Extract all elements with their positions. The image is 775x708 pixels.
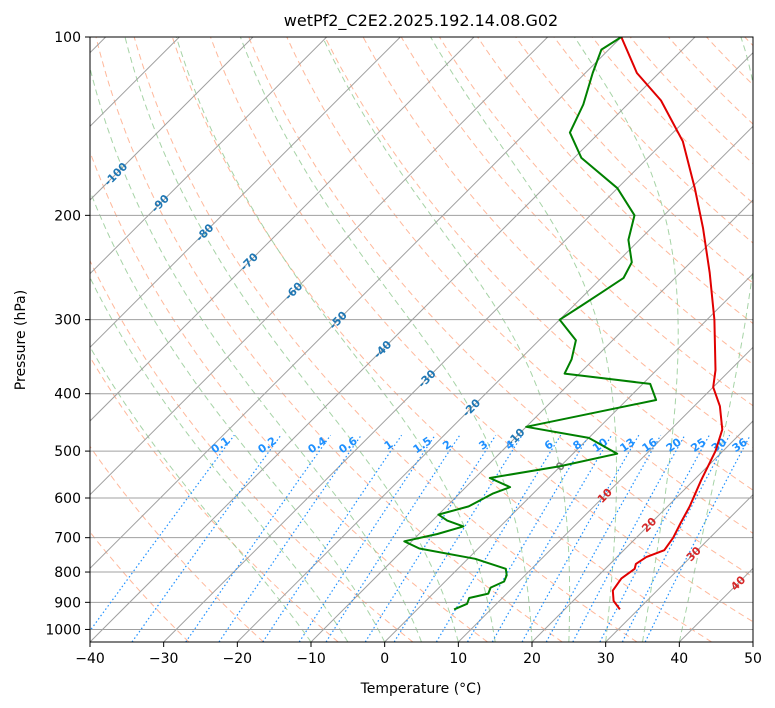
isotherm-line: [605, 493, 753, 642]
mixing-ratio-line: [572, 434, 686, 642]
moist-adiabat: [574, 37, 679, 642]
y-tick-label: 500: [54, 444, 81, 460]
x-tick-label: −30: [149, 651, 179, 667]
mixing-ratio-line: [599, 434, 710, 642]
x-tick-label: 20: [523, 651, 541, 667]
moist-adiabat: [90, 65, 422, 642]
y-axis: 100 200 300 400 500 600 700 800 900 1000: [45, 30, 90, 638]
x-tick-label: −20: [223, 651, 253, 667]
x-tick-label: 40: [670, 651, 688, 667]
dry-adiabat: [248, 37, 753, 578]
dry-adiabat: [210, 37, 753, 623]
mixing-ratio-line: [131, 434, 282, 642]
isotherm-line: [90, 37, 549, 496]
y-tick-label: 800: [54, 565, 81, 581]
mixing-ratio-line: [644, 434, 751, 642]
isotherm-line: [90, 37, 328, 275]
mixing-ratio-line: [393, 434, 523, 642]
background-lines: [90, 37, 753, 642]
dry-adiabat: [324, 37, 753, 491]
y-tick-label: 900: [54, 595, 81, 611]
temperature-profile: [611, 37, 724, 610]
x-axis-title: Temperature (°C): [360, 681, 482, 697]
isotherm-line: [310, 199, 753, 642]
mixing-ratio-line: [325, 434, 461, 642]
moist-adiabat: [90, 189, 386, 642]
y-tick-label: 200: [54, 208, 81, 224]
moist-adiabat: [124, 37, 459, 642]
x-tick-label: −10: [296, 651, 326, 667]
isotherm-line: [236, 125, 753, 642]
dry-adiabat: [133, 37, 638, 642]
y-tick-label: 700: [54, 531, 81, 547]
dry-adiabat: [477, 37, 753, 325]
mixing-ratio-line: [218, 434, 362, 642]
y-tick-label: 100: [54, 30, 81, 46]
dry-adiabat: [171, 37, 712, 642]
isotherm-line: [90, 37, 475, 422]
moist-adiabat: [90, 276, 349, 642]
dry-adiabat: [90, 259, 414, 642]
x-axis: −40 −30 −20 −10 0 10 20 30 40 50: [75, 642, 762, 667]
plot-frame: [89, 36, 754, 643]
moist-adiabat: [239, 37, 533, 642]
isotherm-line: [90, 37, 401, 349]
dry-adiabat: [400, 37, 753, 407]
y-tick-label: 300: [54, 313, 81, 329]
isotherm-line: [531, 420, 753, 642]
x-tick-label: 0: [380, 651, 389, 667]
y-axis-title: Pressure (hPa): [13, 290, 29, 390]
moist-adiabat: [175, 37, 496, 642]
moist-adiabat: [678, 37, 753, 642]
y-tick-label: 600: [54, 491, 81, 507]
x-tick-label: 50: [744, 651, 762, 667]
isotherm-line: [90, 37, 622, 570]
dry-adiabat: [591, 37, 753, 204]
y-tick-label: 1000: [45, 622, 81, 638]
isotherm-line: [90, 37, 254, 201]
dry-adiabat: [90, 445, 264, 642]
mixing-ratio-line: [364, 434, 497, 642]
isotherm-line: [90, 37, 696, 642]
mixing-ratio-line: [298, 434, 436, 642]
moist-adiabat: [322, 37, 571, 642]
isotherm-line: [384, 272, 753, 642]
x-tick-label: 10: [449, 651, 467, 667]
mixing-ratio-line: [90, 434, 235, 632]
isotherm-line: [163, 51, 753, 642]
dewpoint-profile: [403, 37, 658, 611]
y-tick-label: 400: [54, 387, 81, 403]
x-tick-label: −40: [75, 651, 105, 667]
mixing-ratio-line: [545, 434, 662, 642]
isotherm-line: [457, 346, 753, 642]
chart-title: wetPf2_C2E2.2025.192.14.08.G02: [284, 11, 558, 31]
profiles: [403, 37, 724, 611]
dry-adiabat: [629, 37, 753, 165]
x-tick-label: 30: [597, 651, 615, 667]
dry-adiabat: [515, 37, 753, 284]
moist-adiabat: [430, 37, 617, 642]
dry-adiabat: [95, 37, 563, 642]
mixing-ratio-line: [262, 434, 403, 642]
